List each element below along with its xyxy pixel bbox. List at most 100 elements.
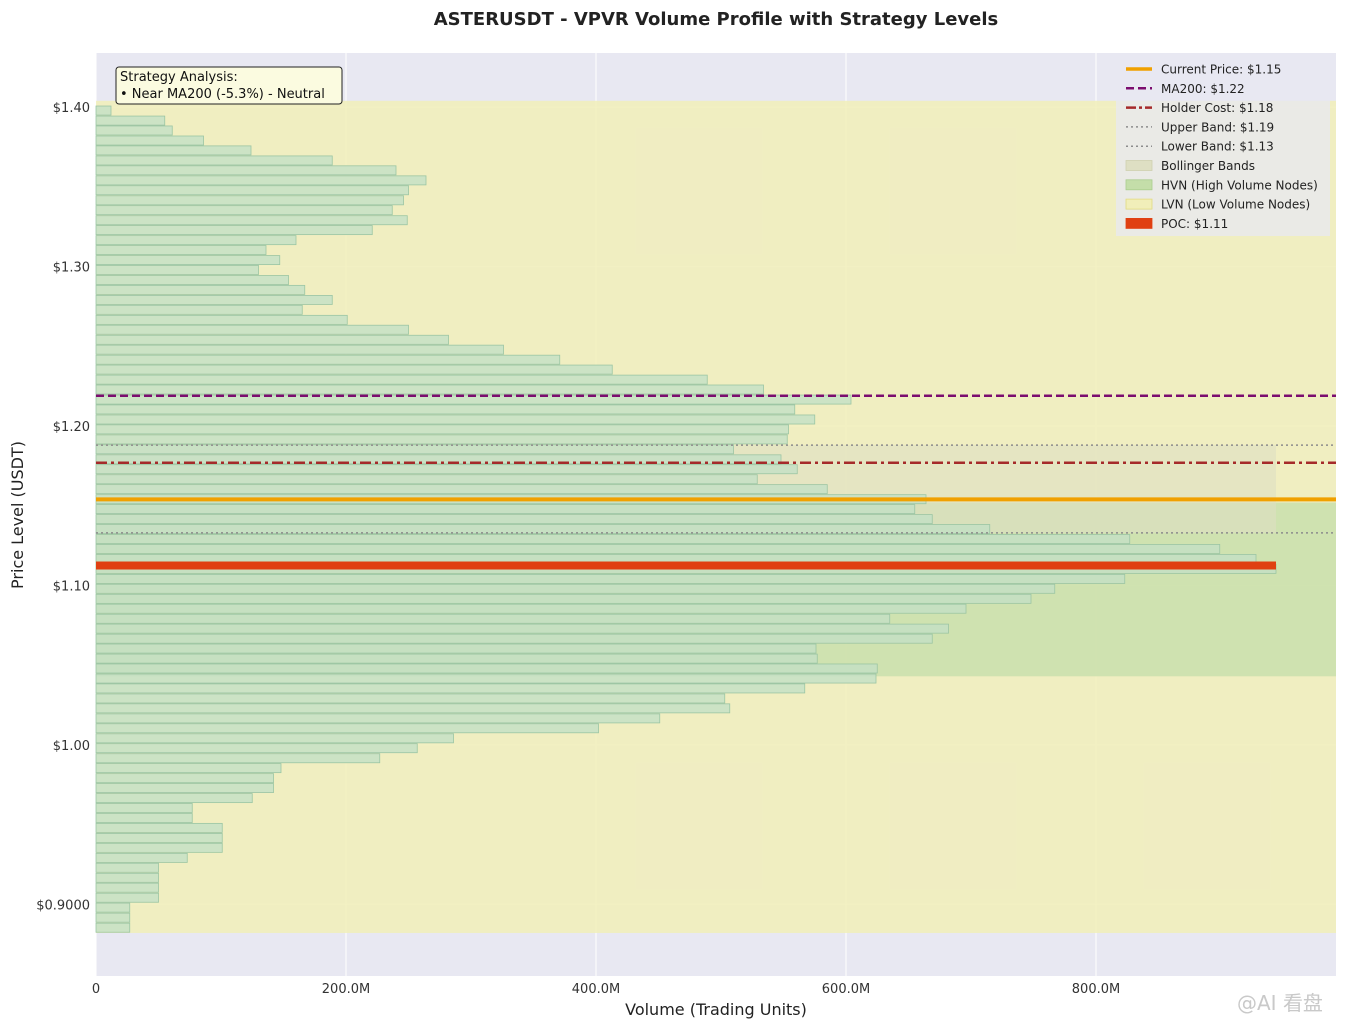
volume-bar (95, 852, 188, 863)
volume-bar (95, 633, 933, 644)
volume-bar (95, 743, 418, 754)
volume-bar (95, 424, 789, 435)
volume-bar (95, 304, 303, 315)
volume-bar (95, 773, 274, 784)
volume-bar (95, 713, 661, 724)
volume-bar (95, 822, 223, 833)
volume-bar (95, 474, 758, 485)
volume-bar (95, 733, 454, 744)
volume-bar (95, 892, 159, 903)
annotation-detail: • Near MA200 (-5.3%) - Neutral (120, 87, 325, 102)
legend-item: POC: $1.11 (1125, 217, 1228, 231)
x-axis-ticks: 0 200.0M 400.0M 600.0M 800.0M (92, 982, 1120, 997)
volume-bar (95, 225, 373, 236)
annotation-box (115, 66, 343, 105)
x-tick-label: 400.0M (572, 982, 620, 997)
volume-bar (95, 205, 393, 216)
volume-bar (95, 663, 878, 674)
volume-bar (95, 703, 731, 714)
chart-title: ASTERUSDT - VPVR Volume Profile with Str… (434, 9, 999, 30)
volume-bar (95, 583, 1056, 594)
volume-bar (95, 693, 726, 704)
volume-bar (95, 344, 504, 355)
volume-bar (95, 444, 734, 455)
volume-bar (95, 374, 708, 385)
volume-bar (95, 862, 159, 873)
volume-bar (95, 613, 891, 624)
volume-bar (95, 105, 112, 116)
volume-bar (95, 275, 289, 285)
legend-item: LVN (Low Volume Nodes) (1125, 198, 1310, 212)
volume-bar (95, 872, 159, 883)
volume-bar (95, 364, 613, 375)
legend-item: MA200: $1.22 (1126, 82, 1245, 96)
volume-bar (95, 514, 933, 525)
volume-bar (95, 324, 409, 335)
volume-bar (95, 454, 782, 465)
volume-bar (95, 803, 193, 813)
y-tick-label: $1.10 (53, 579, 90, 594)
x-tick-label: 600.0M (822, 982, 870, 997)
y-tick-label: $1.00 (53, 739, 90, 754)
volume-bar (95, 912, 131, 923)
legend-label: Lower Band: $1.13 (1161, 140, 1274, 154)
volume-bar (95, 723, 599, 734)
volume-bar (95, 175, 427, 186)
volume-bar (95, 813, 193, 823)
volume-bar (95, 673, 877, 684)
volume-bar (95, 135, 204, 146)
volume-bar (95, 185, 409, 196)
volume-bar (95, 155, 333, 166)
volume-bar (95, 534, 1131, 544)
legend-item: HVN (High Volume Nodes) (1125, 178, 1318, 192)
volume-bar (95, 115, 166, 126)
volume-bar (95, 544, 1221, 554)
volume-bar (95, 384, 764, 395)
volume-bar (95, 833, 223, 843)
volume-bar (95, 783, 274, 793)
x-tick-label: 200.0M (322, 982, 370, 997)
legend-label: Current Price: $1.15 (1161, 63, 1281, 77)
legend-label: POC: $1.11 (1161, 217, 1228, 231)
volume-bar (95, 793, 253, 804)
strategy-levels (96, 394, 1336, 570)
annotation-heading: Strategy Analysis: (120, 70, 238, 85)
volume-bar (95, 593, 1032, 604)
volume-bar (95, 922, 131, 933)
volume-bar (95, 484, 828, 495)
volume-bar (95, 434, 788, 445)
y-tick-label: $1.30 (53, 261, 90, 276)
legend-label: LVN (Low Volume Nodes) (1161, 198, 1310, 212)
volume-bar (95, 653, 818, 664)
volume-bar (95, 235, 297, 246)
volume-bar (95, 842, 223, 853)
legend-patch-swatch (1125, 198, 1153, 210)
strategy-annotation: Strategy Analysis: • Near MA200 (-5.3%) … (115, 66, 343, 105)
volume-bar (95, 215, 408, 226)
y-tick-label: $1.40 (53, 101, 90, 116)
volume-bar (95, 902, 131, 913)
x-axis-label: Volume (Trading Units) (625, 1000, 807, 1019)
poc-bar (96, 561, 1276, 570)
legend-item: Bollinger Bands (1125, 159, 1255, 173)
legend-item: Lower Band: $1.13 (1126, 140, 1274, 154)
y-axis-label: Price Level (USDT) (8, 441, 27, 589)
legend-label: HVN (High Volume Nodes) (1161, 178, 1318, 192)
volume-bar (95, 404, 796, 415)
legend-label: MA200: $1.22 (1161, 82, 1245, 96)
volume-bar (95, 623, 949, 634)
legend-patch-swatch (1125, 179, 1153, 191)
legend-patch-swatch (1125, 160, 1153, 171)
legend-label: Upper Band: $1.19 (1161, 120, 1274, 134)
volume-bar (95, 464, 798, 475)
volume-bar (95, 145, 252, 156)
volume-bar (95, 255, 281, 265)
volume-bar (95, 414, 816, 425)
volume-bar (95, 314, 348, 325)
watermark: @AI 看盘 (1237, 991, 1323, 1015)
x-tick-label: 800.0M (1072, 982, 1120, 997)
volume-bar (95, 753, 381, 764)
volume-bar (95, 245, 267, 255)
y-tick-label: $0.9000 (36, 898, 90, 913)
